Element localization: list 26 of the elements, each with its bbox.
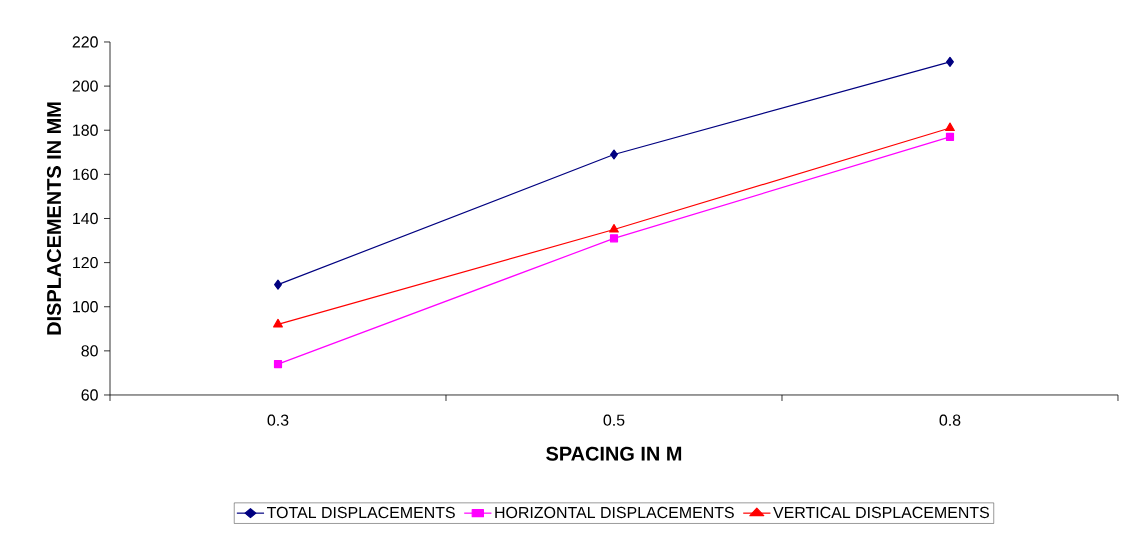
point — [945, 122, 955, 132]
point — [274, 279, 282, 290]
y-axis-title: DISPLACEMENTS IN MM — [46, 102, 62, 335]
x-axis-title: SPACING IN M — [546, 446, 682, 461]
y-tick-label: 220 — [72, 36, 98, 48]
y-tick-label: 160 — [73, 168, 98, 180]
point — [273, 318, 283, 328]
point — [273, 360, 283, 369]
legend-label: VERTICAL DISPLACEMENTS — [773, 506, 989, 519]
y-tick-label: 100 — [73, 301, 98, 313]
y-tick-label: 60 — [81, 389, 98, 401]
x-tick-label: 0.3 — [267, 414, 289, 426]
y-tick-label: 80 — [81, 345, 98, 357]
legend-label: HORIZONTAL DISPLACEMENTS — [495, 506, 734, 519]
y-tick-label: 180 — [73, 124, 98, 136]
point — [945, 132, 955, 141]
point — [609, 234, 619, 243]
point — [610, 149, 618, 160]
y-tick-label: 200 — [72, 80, 98, 92]
x-tick-label: 0.8 — [939, 414, 961, 426]
y-tick-label: 120 — [73, 256, 98, 269]
x-tick-label: 0.5 — [603, 414, 625, 426]
point — [946, 56, 954, 67]
legend-label: TOTAL DISPLACEMENTS — [267, 506, 455, 519]
point — [609, 223, 619, 233]
y-tick-label: 140 — [73, 212, 98, 225]
